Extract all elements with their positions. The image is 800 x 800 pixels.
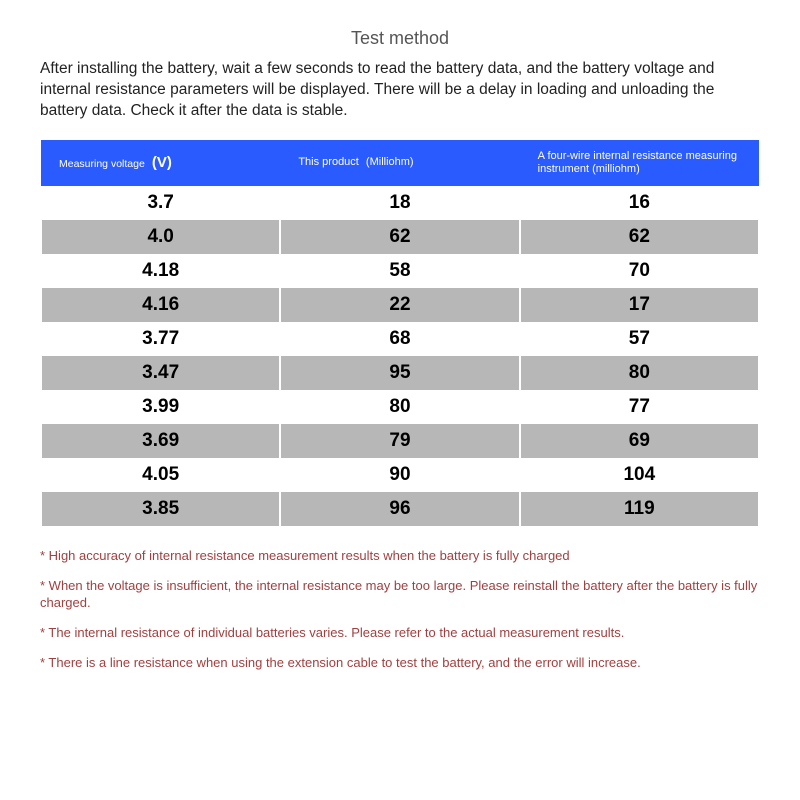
table-cell: 22 [280,288,519,322]
note-item: * The internal resistance of individual … [40,625,760,641]
table-cell: 96 [280,492,519,526]
table-cell: 17 [520,288,759,322]
table-row: 3.697969 [41,424,759,458]
table-cell: 3.47 [41,356,280,390]
table-row: 3.71816 [41,186,759,220]
table-cell: 119 [520,492,759,526]
col-header-product-unit: (Milliohm) [366,156,414,168]
table-cell: 70 [520,254,759,288]
note-item: * There is a line resistance when using … [40,655,760,671]
col-header-product: This product (Milliohm) [280,140,519,186]
table-row: 3.998077 [41,390,759,424]
table-cell: 79 [280,424,519,458]
table-cell: 4.0 [41,220,280,254]
table-cell: 4.05 [41,458,280,492]
table-cell: 77 [520,390,759,424]
table-cell: 68 [280,322,519,356]
table-cell: 62 [280,220,519,254]
table-cell: 80 [280,390,519,424]
col-header-product-label: This product [298,156,359,169]
table-cell: 3.7 [41,186,280,220]
table-row: 3.479580 [41,356,759,390]
table-cell: 4.18 [41,254,280,288]
col-header-voltage-label: Measuring voltage [59,158,145,171]
col-header-voltage-unit: (V) [152,154,172,171]
table-cell: 16 [520,186,759,220]
table-cell: 3.99 [41,390,280,424]
table-row: 4.0590104 [41,458,759,492]
table-cell: 104 [520,458,759,492]
page-title: Test method [40,28,760,49]
table-cell: 3.69 [41,424,280,458]
note-item: * When the voltage is insufficient, the … [40,578,760,611]
table-row: 4.06262 [41,220,759,254]
table-cell: 4.16 [41,288,280,322]
table-header-row: Measuring voltage (V) This product (Mill… [41,140,759,186]
table-cell: 18 [280,186,519,220]
table-cell: 95 [280,356,519,390]
data-table: Measuring voltage (V) This product (Mill… [40,140,760,526]
col-header-fourwire: A four-wire internal resistance measurin… [520,140,759,186]
data-table-container: Measuring voltage (V) This product (Mill… [40,140,760,526]
col-header-fourwire-label: A four-wire internal resistance measurin… [538,150,751,176]
table-row: 4.162217 [41,288,759,322]
table-cell: 80 [520,356,759,390]
table-cell: 3.77 [41,322,280,356]
notes-section: * High accuracy of internal resistance m… [40,548,760,671]
table-cell: 90 [280,458,519,492]
table-row: 3.8596119 [41,492,759,526]
table-row: 4.185870 [41,254,759,288]
intro-paragraph: After installing the battery, wait a few… [40,59,760,122]
col-header-voltage: Measuring voltage (V) [41,140,280,186]
table-cell: 62 [520,220,759,254]
table-cell: 57 [520,322,759,356]
table-cell: 69 [520,424,759,458]
note-item: * High accuracy of internal resistance m… [40,548,760,564]
table-row: 3.776857 [41,322,759,356]
table-cell: 58 [280,254,519,288]
table-body: 3.718164.062624.1858704.1622173.7768573.… [41,186,759,526]
table-cell: 3.85 [41,492,280,526]
